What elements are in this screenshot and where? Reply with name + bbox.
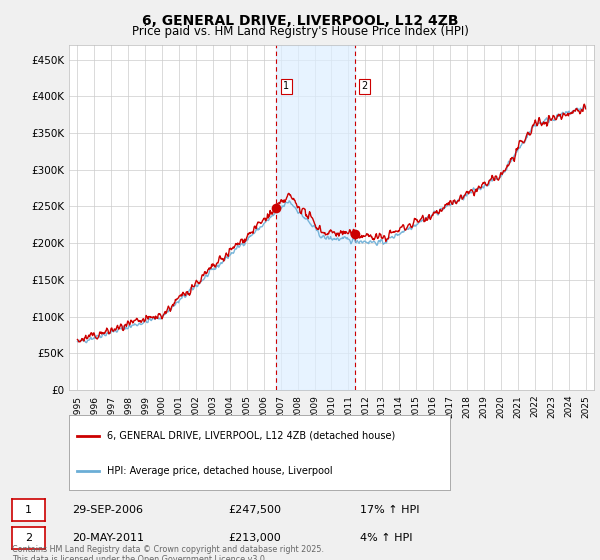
- Text: 2: 2: [362, 81, 368, 91]
- Text: 29-SEP-2006: 29-SEP-2006: [72, 505, 143, 515]
- Text: 20-MAY-2011: 20-MAY-2011: [72, 533, 144, 543]
- Text: 6, GENERAL DRIVE, LIVERPOOL, L12 4ZB (detached house): 6, GENERAL DRIVE, LIVERPOOL, L12 4ZB (de…: [107, 431, 395, 441]
- Text: 1: 1: [25, 505, 32, 515]
- Text: Price paid vs. HM Land Registry's House Price Index (HPI): Price paid vs. HM Land Registry's House …: [131, 25, 469, 38]
- Text: £247,500: £247,500: [228, 505, 281, 515]
- Text: 6, GENERAL DRIVE, LIVERPOOL, L12 4ZB: 6, GENERAL DRIVE, LIVERPOOL, L12 4ZB: [142, 14, 458, 28]
- Text: HPI: Average price, detached house, Liverpool: HPI: Average price, detached house, Live…: [107, 465, 333, 475]
- Text: £213,000: £213,000: [228, 533, 281, 543]
- Text: 4% ↑ HPI: 4% ↑ HPI: [360, 533, 413, 543]
- Text: Contains HM Land Registry data © Crown copyright and database right 2025.
This d: Contains HM Land Registry data © Crown c…: [12, 545, 324, 560]
- Text: 2: 2: [25, 533, 32, 543]
- Text: 1: 1: [283, 81, 289, 91]
- Text: 17% ↑ HPI: 17% ↑ HPI: [360, 505, 419, 515]
